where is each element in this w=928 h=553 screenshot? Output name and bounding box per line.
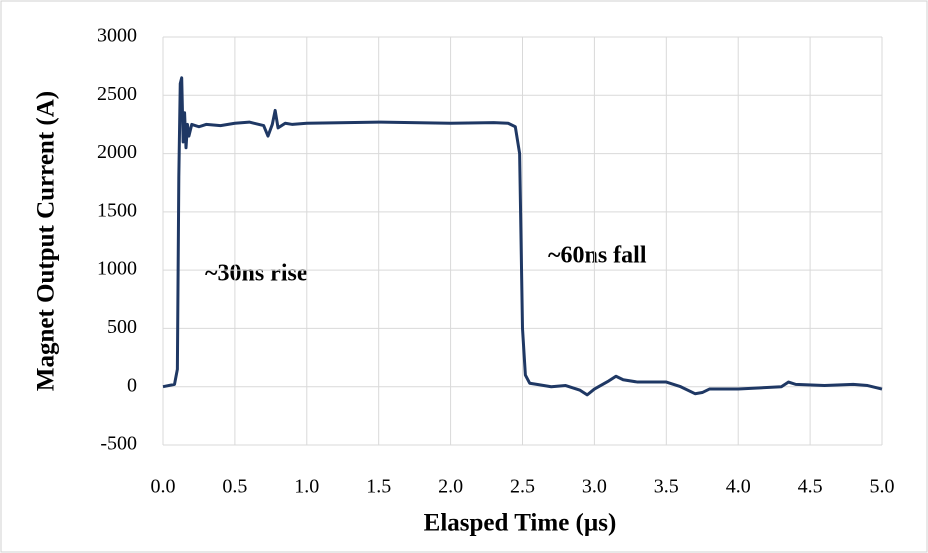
annotation: ~60ns fall: [548, 243, 647, 269]
y-tick-label: 3000: [97, 25, 137, 47]
y-axis-title: Magnet Output Current (A): [33, 91, 60, 391]
x-tick-label: 3.5: [654, 476, 679, 498]
x-tick-label: 5.0: [870, 476, 895, 498]
y-tick-label: 0: [127, 374, 137, 396]
x-tick-label: 3.0: [582, 476, 607, 498]
y-tick-label: 2500: [97, 83, 137, 105]
x-axis-title: Elasped Time (µs): [424, 510, 617, 537]
y-tick-label: 2000: [97, 141, 137, 163]
y-tick-label: 1000: [97, 258, 137, 280]
x-tick-label: 0.5: [222, 476, 247, 498]
data-line: [162, 76, 883, 397]
x-tick-label: 2.0: [438, 476, 463, 498]
annotation: ~30ns rise: [205, 261, 308, 287]
y-tick-label: 1500: [97, 199, 137, 221]
y-tick-label: 500: [107, 316, 137, 338]
x-tick-label: 1.0: [294, 476, 319, 498]
x-tick-label: 4.5: [798, 476, 823, 498]
x-tick-label: 1.5: [366, 476, 391, 498]
y-tick-label: -500: [100, 433, 137, 455]
x-tick-label: 2.5: [510, 476, 535, 498]
x-tick-label: 0.0: [151, 476, 176, 498]
x-tick-label: 4.0: [726, 476, 751, 498]
